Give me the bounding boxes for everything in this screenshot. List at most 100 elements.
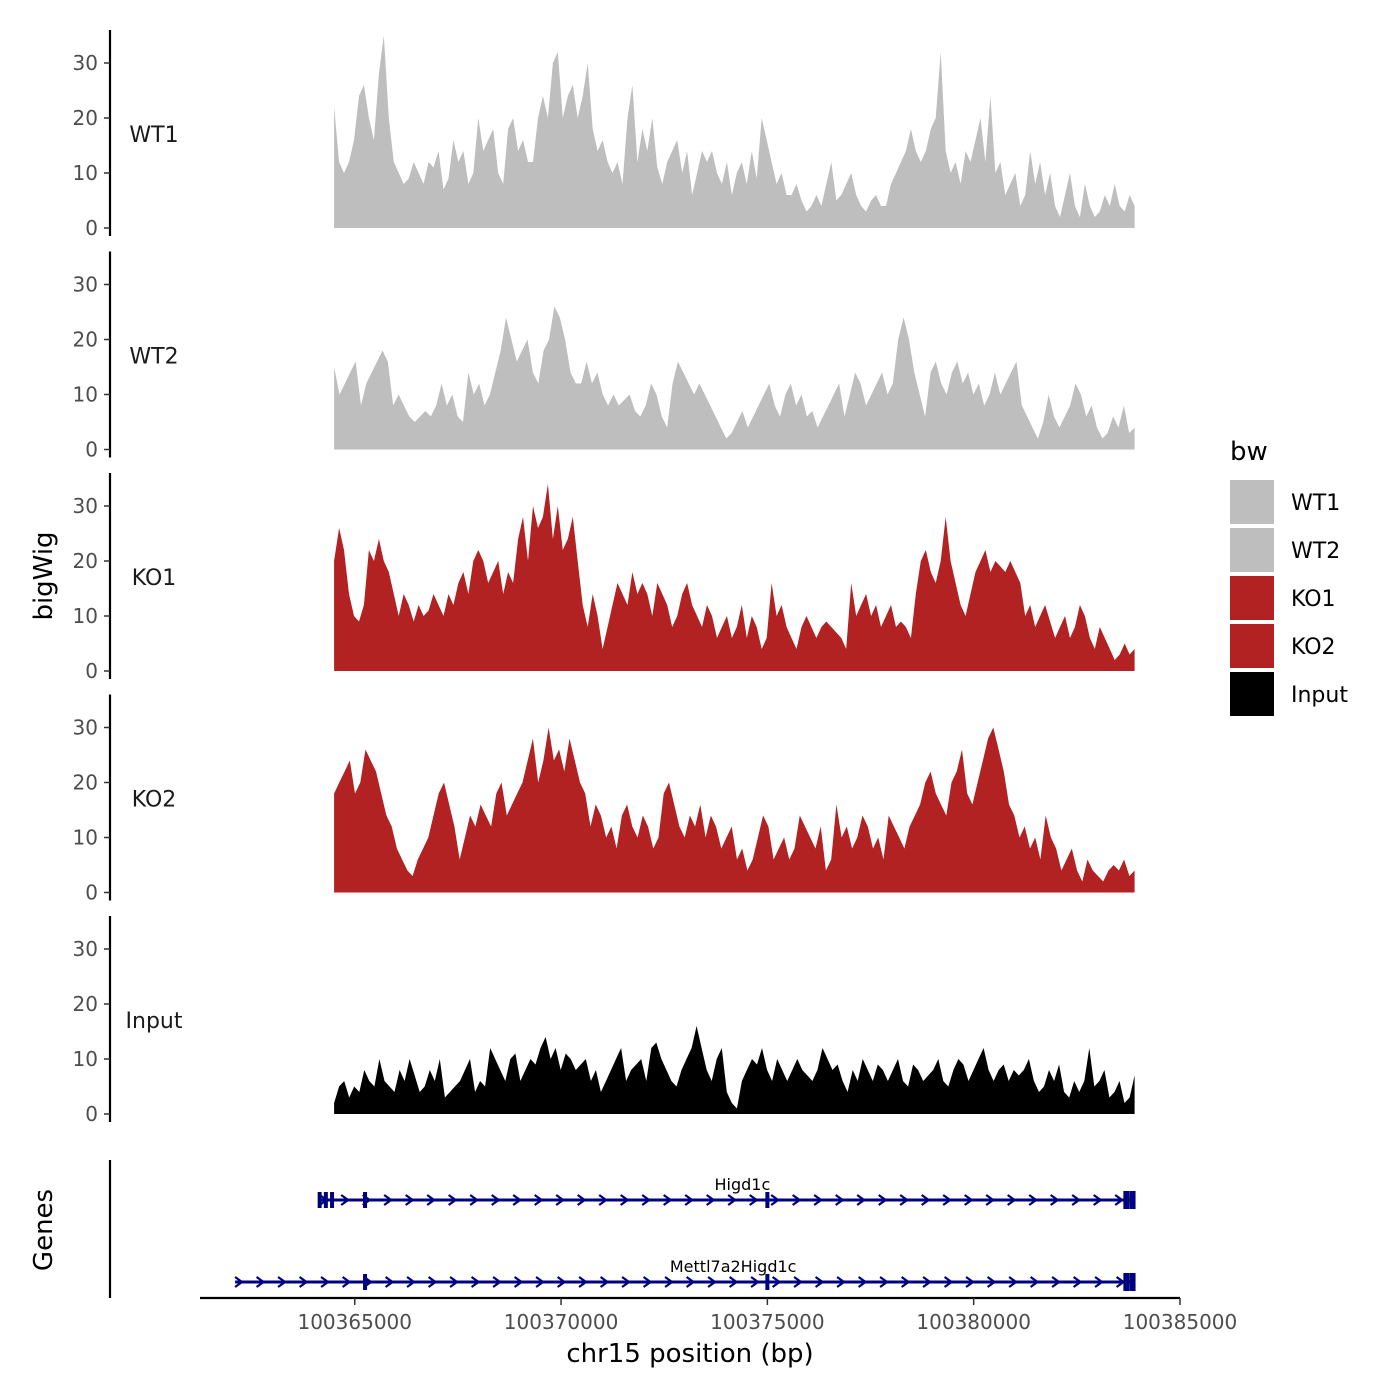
strand-arrow: [942, 1194, 953, 1206]
strand-arrow: [985, 1194, 996, 1206]
gene-track: Higd1c Mettl7a2Higd1c: [108, 1160, 1136, 1298]
strand-arrow: [384, 1276, 395, 1288]
strand-arrow: [426, 1194, 437, 1206]
strand-arrow: [556, 1276, 567, 1288]
strand-arrow: [599, 1276, 610, 1288]
strand-arrow: [835, 1194, 845, 1206]
strand-arrow: [1008, 1276, 1018, 1288]
strand-arrow: [234, 1276, 244, 1288]
strand-arrow: [727, 1194, 738, 1206]
strand-arrow: [298, 1276, 309, 1288]
track-label: Input: [126, 1009, 183, 1034]
y-tick-label: 30: [73, 716, 98, 740]
y-tick-label: 20: [73, 549, 98, 573]
y-tick-label: 30: [73, 273, 98, 297]
legend-key-ko1: [1230, 576, 1274, 620]
track-ko1: 0 10 20 30 KO1: [73, 473, 1135, 683]
strand-arrow: [255, 1276, 266, 1288]
strand-arrow: [427, 1276, 438, 1288]
y-tick-label: 20: [73, 771, 98, 795]
strand-arrow: [512, 1194, 523, 1206]
legend-title: bw: [1230, 437, 1268, 467]
exon: [1129, 1191, 1136, 1209]
strand-arrow: [814, 1276, 825, 1288]
strand-arrow: [469, 1194, 480, 1206]
x-tick-label: 100370000: [504, 1310, 619, 1334]
strand-arrow: [728, 1276, 739, 1288]
exon: [323, 1192, 328, 1208]
strand-arrow: [750, 1276, 760, 1288]
legend-label: KO2: [1291, 635, 1336, 660]
strand-arrow: [813, 1194, 824, 1206]
strand-arrow: [965, 1276, 975, 1288]
legend-label: Input: [1291, 683, 1348, 708]
strand-arrow: [706, 1194, 716, 1206]
strand-arrow: [685, 1276, 696, 1288]
y-tick-label: 10: [73, 1047, 98, 1071]
exon: [330, 1192, 335, 1208]
track-label: KO2: [132, 788, 177, 813]
x-tick-label: 100385000: [1123, 1310, 1238, 1334]
coverage-area-ko2: [334, 727, 1135, 893]
strand-arrow: [341, 1276, 352, 1288]
gene-label: Higd1c: [714, 1175, 770, 1194]
strand-arrow: [857, 1276, 868, 1288]
strand-arrow: [899, 1194, 910, 1206]
strand-arrow: [900, 1276, 911, 1288]
strand-arrow: [555, 1194, 566, 1206]
strand-arrow: [749, 1194, 759, 1206]
gene-mettl7a2higd1c: Mettl7a2Higd1c: [234, 1257, 1136, 1291]
coverage-tracks: 0 10 20 30 WT1 0 10 20 30 WT2 0 10 20 30 KO1 0 10 20 30 KO2…: [73, 30, 1135, 1126]
strand-arrow: [621, 1276, 631, 1288]
strand-arrow: [383, 1194, 394, 1206]
strand-arrow: [1050, 1194, 1060, 1206]
strand-arrow: [879, 1276, 889, 1288]
strand-arrow: [771, 1276, 782, 1288]
strand-arrow: [534, 1194, 544, 1206]
y-tick-label: 10: [73, 826, 98, 850]
exon: [317, 1192, 322, 1208]
strand-arrow: [449, 1276, 459, 1288]
exon: [765, 1192, 770, 1208]
exon: [1129, 1273, 1136, 1291]
y-tick-label: 10: [73, 383, 98, 407]
exon: [363, 1192, 368, 1208]
strand-arrow: [491, 1194, 501, 1206]
gene-higd1c: Higd1c: [317, 1175, 1136, 1209]
legend-key-ko2: [1230, 624, 1274, 668]
strand-arrow: [986, 1276, 997, 1288]
strand-arrow: [1051, 1276, 1061, 1288]
strand-arrow: [707, 1276, 717, 1288]
strand-arrow: [684, 1194, 695, 1206]
strand-arrow: [577, 1194, 587, 1206]
track-label: WT1: [129, 123, 178, 148]
y-tick-label: 20: [73, 992, 98, 1016]
exon: [1123, 1191, 1130, 1209]
coverage-area-input: [334, 1026, 1135, 1114]
legend-label: WT1: [1291, 491, 1340, 516]
track-label: KO1: [132, 566, 177, 591]
y-tick-label: 20: [73, 106, 98, 130]
strand-arrow: [513, 1276, 524, 1288]
strand-arrow: [492, 1276, 502, 1288]
strand-arrow: [836, 1276, 846, 1288]
strand-arrow: [664, 1276, 674, 1288]
exon: [1123, 1273, 1130, 1291]
x-axis: 100365000 100370000 100375000 100380000 1003…: [200, 1296, 1238, 1334]
gene-label: Mettl7a2Higd1c: [670, 1257, 797, 1276]
strand-arrow: [405, 1194, 415, 1206]
strand-arrow: [770, 1194, 781, 1206]
strand-arrow: [470, 1276, 481, 1288]
strand-arrow: [340, 1194, 351, 1206]
legend-label: WT2: [1291, 539, 1340, 564]
y-tick-label: 0: [85, 881, 98, 905]
x-tick-label: 100375000: [710, 1310, 825, 1334]
coverage-area-ko1: [334, 484, 1135, 671]
y-tick-label: 30: [73, 51, 98, 75]
x-tick-label: 100365000: [297, 1310, 412, 1334]
y-tick-label: 0: [85, 216, 98, 240]
strand-arrow: [921, 1194, 931, 1206]
y-tick-label: 30: [73, 937, 98, 961]
strand-arrow: [641, 1194, 652, 1206]
